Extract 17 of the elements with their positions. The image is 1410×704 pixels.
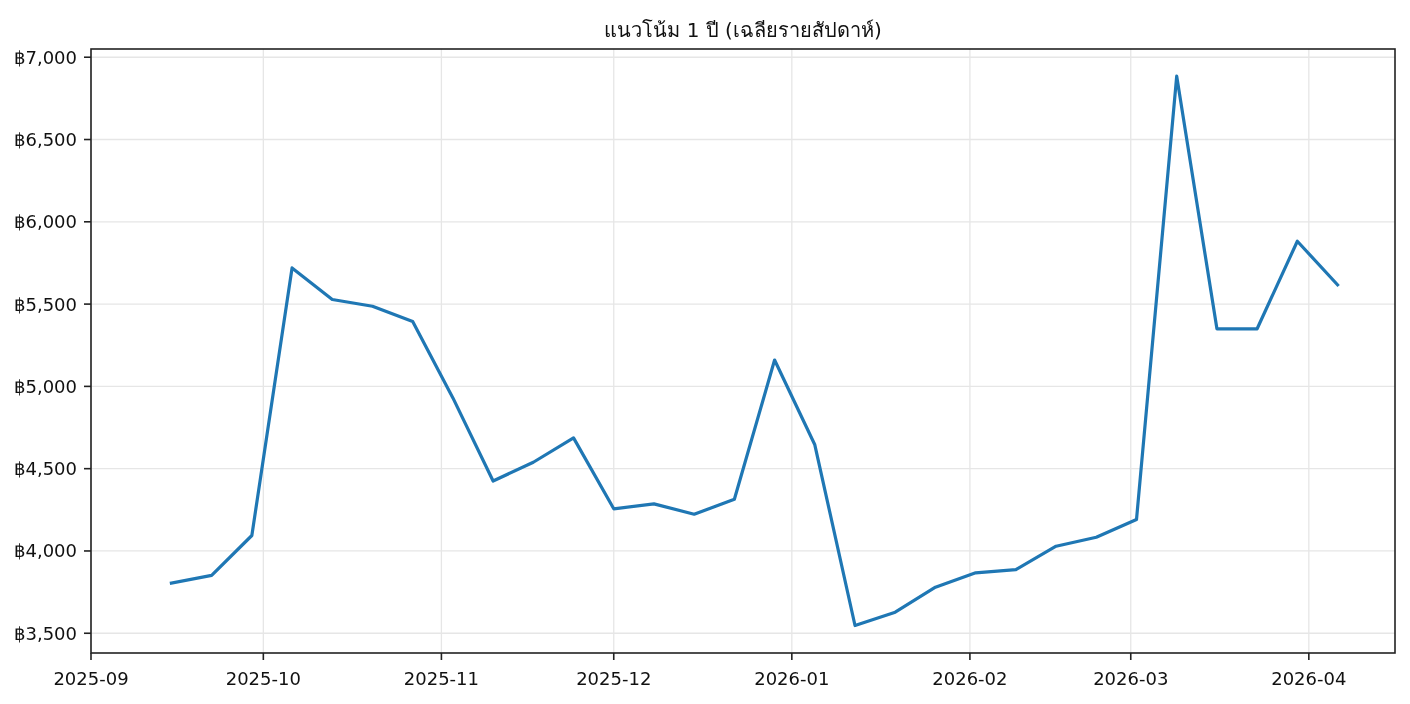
y-tick-label: ฿4,500 xyxy=(14,458,77,480)
y-tick-label: ฿6,000 xyxy=(14,211,77,233)
y-tick-label: ฿6,500 xyxy=(14,129,77,150)
x-tick-label: 2026-01 xyxy=(754,668,830,689)
y-tick-label: ฿4,000 xyxy=(14,540,77,562)
y-tick-label: ฿5,500 xyxy=(14,293,77,315)
y-tick-label: ฿5,000 xyxy=(14,375,77,397)
y-tick-label: ฿3,500 xyxy=(14,622,77,644)
x-tick-label: 2025-11 xyxy=(403,668,479,689)
x-tick-label: 2026-02 xyxy=(932,668,1008,689)
x-tick-label: 2025-12 xyxy=(576,668,652,689)
x-tick-label: 2026-04 xyxy=(1271,668,1347,689)
x-tick-label: 2026-03 xyxy=(1093,668,1169,689)
x-tick-label: 2025-10 xyxy=(225,668,301,689)
y-tick-label: ฿7,000 xyxy=(14,46,77,68)
x-tick-label: 2025-09 xyxy=(53,668,129,689)
title: แนวโน้ม 1 ปี (เฉลียรายสัปดาห์) xyxy=(604,18,882,42)
